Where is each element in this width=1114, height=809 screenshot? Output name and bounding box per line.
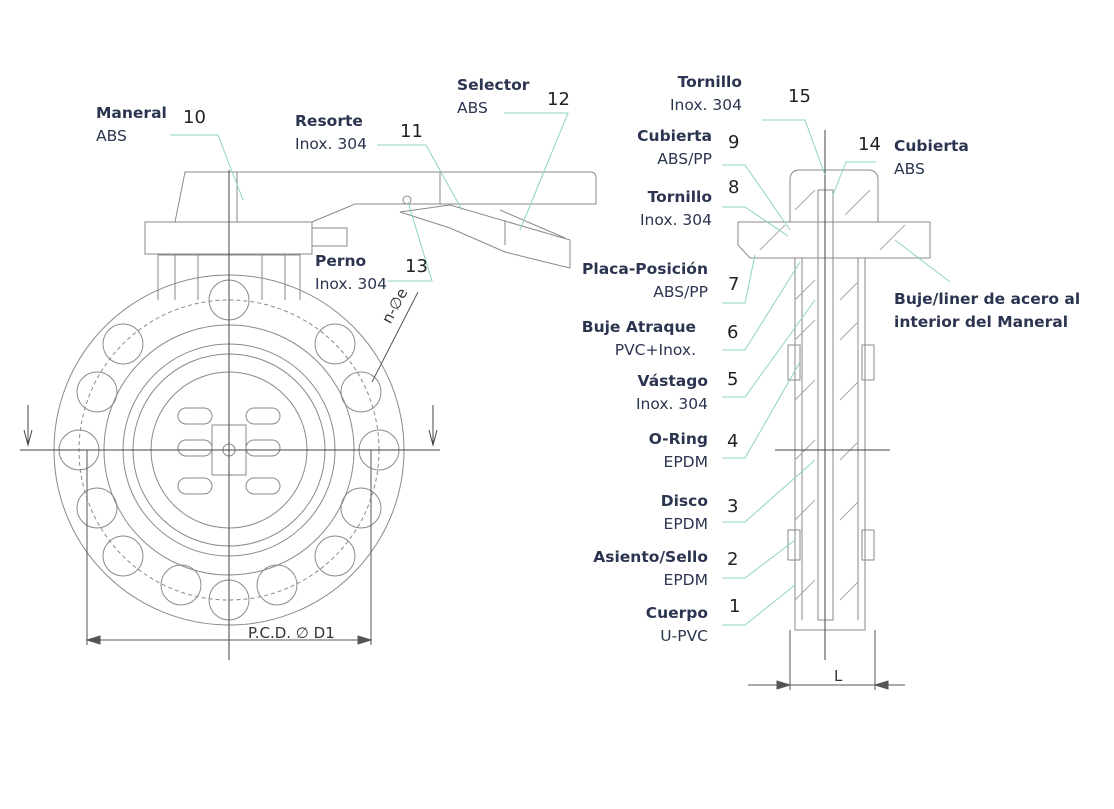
front-view	[20, 170, 597, 660]
part-number-8: 8	[728, 177, 740, 198]
part-label-12: Selector ABS	[457, 76, 530, 117]
part-number-12: 12	[547, 89, 570, 110]
part-label-13: Perno Inox. 304	[315, 252, 388, 293]
part-label-15: Tornillo Inox. 304	[669, 73, 742, 114]
part-number-13: 13	[405, 256, 428, 277]
leader-lines	[170, 112, 951, 626]
part-label-6: Buje Atraque PVC+Inox.	[581, 318, 696, 359]
part-label-7: Placa-Posición ABS/PP	[582, 260, 708, 301]
part-number-15: 15	[788, 86, 811, 107]
liner-note: Buje/liner de acero al interior del Maner…	[894, 290, 1081, 331]
part-number-7: 7	[728, 274, 740, 295]
section-view	[737, 130, 931, 690]
part-label-5: Vástago Inox. 304	[635, 372, 708, 413]
part-number-4: 4	[727, 431, 739, 452]
part-number-2: 2	[727, 549, 739, 570]
part-label-3: Disco EPDM	[660, 492, 708, 533]
part-number-10: 10	[183, 107, 206, 128]
part-label-9: Cubierta ABS/PP	[637, 127, 712, 168]
part-number-5: 5	[727, 369, 739, 390]
length-dimension-label: L	[834, 667, 843, 685]
part-label-11: Resorte Inox. 304	[295, 112, 368, 153]
part-label-4: O-Ring EPDM	[648, 430, 708, 471]
part-number-9: 9	[728, 132, 740, 153]
pcd-dimension-label: P.C.D. ∅ D1	[248, 624, 335, 642]
part-label-1: Cuerpo U-PVC	[645, 604, 708, 645]
part-label-14: Cubierta ABS	[894, 137, 969, 178]
part-number-6: 6	[727, 322, 739, 343]
part-number-11: 11	[400, 121, 423, 142]
part-number-3: 3	[727, 496, 739, 517]
part-label-10: Maneral ABS	[96, 104, 167, 145]
part-number-14: 14	[858, 134, 881, 155]
part-label-2: Asiento/Sello EPDM	[593, 548, 708, 589]
part-label-8: Tornillo Inox. 304	[639, 188, 712, 229]
part-number-1: 1	[729, 596, 741, 617]
